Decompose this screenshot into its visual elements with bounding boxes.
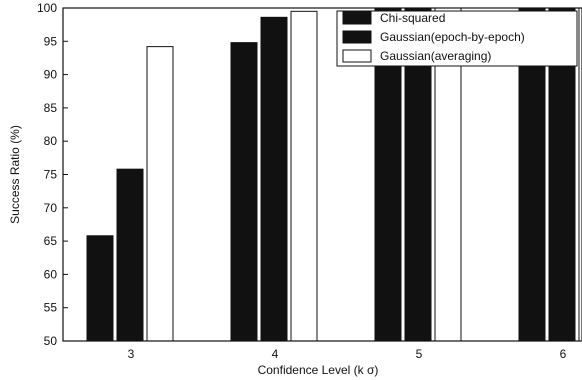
legend-swatch-chi-squared [342,11,372,25]
y-tick-label: 50 [44,334,58,348]
y-tick-label: 80 [44,134,58,148]
legend-label-gaussian-averaging: Gaussian(averaging) [380,49,491,63]
legend-swatch-gaussian-epoch [342,30,372,44]
y-tick-label: 85 [44,101,58,115]
y-tick-label: 95 [44,34,58,48]
legend-box [336,10,578,67]
bar-series1-cat-3 [116,168,144,342]
bar-series1-cat-4 [260,16,288,342]
x-tick-label: 3 [128,347,135,361]
y-axis-label: Success Ratio (%) [8,125,22,224]
legend-label-chi-squared: Chi-squared [380,11,445,25]
x-axis: 3 4 5 6 [128,336,567,361]
bar-series0-cat-4 [230,42,258,342]
y-axis: 50 55 60 65 70 75 80 85 90 95 100 [37,1,68,348]
bar-series0-cat-3 [86,235,114,342]
x-tick-label: 4 [272,347,279,361]
legend-label-gaussian-epoch: Gaussian(epoch-by-epoch) [380,30,525,44]
y-tick-label: 65 [44,234,58,248]
legend-swatch-gaussian-averaging [342,49,372,63]
x-tick-label: 5 [416,347,423,361]
bar-series2-cat-3 [146,46,174,342]
y-tick-label: 90 [44,68,58,82]
bar-series2-cat-4 [290,10,318,342]
x-tick-label: 6 [560,347,567,361]
legend: Chi-squared Gaussian(epoch-by-epoch) Gau… [336,10,578,67]
y-tick-label: 70 [44,201,58,215]
y-tick-label: 100 [37,1,57,15]
x-axis-label: Confidence Level (k σ) [258,363,379,377]
y-tick-label: 55 [44,301,58,315]
y-tick-label: 60 [44,267,58,281]
y-tick-label: 75 [44,168,58,182]
